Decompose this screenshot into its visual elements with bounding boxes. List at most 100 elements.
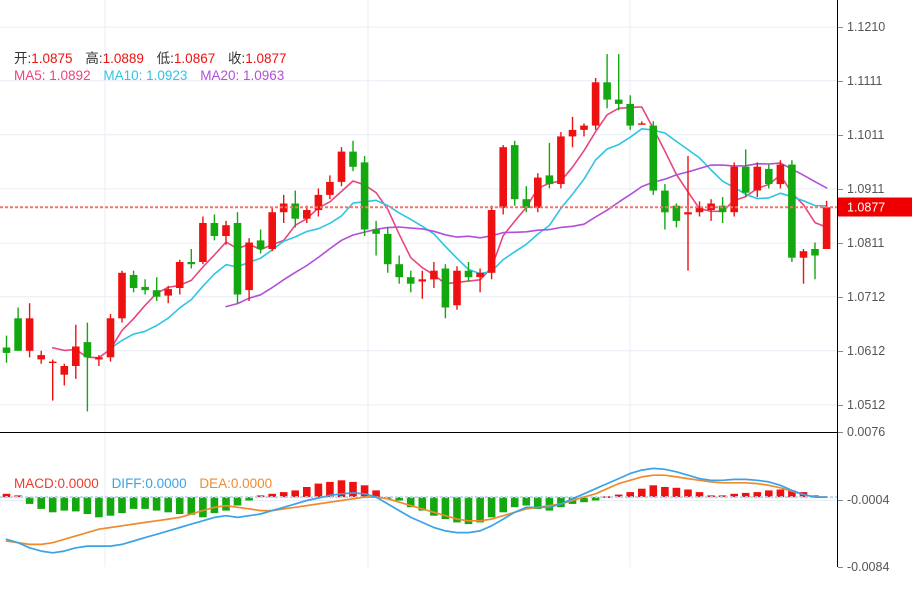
candle bbox=[741, 149, 750, 198]
candle bbox=[441, 264, 450, 319]
candle bbox=[591, 78, 600, 130]
candle bbox=[175, 259, 184, 295]
candle bbox=[141, 279, 149, 295]
price-axis-label: 1.0712 bbox=[847, 289, 886, 304]
macd-bar bbox=[672, 487, 681, 498]
candle bbox=[568, 116, 577, 148]
candlestick-svg bbox=[0, 0, 837, 432]
price-axis-label: 1.0512 bbox=[847, 397, 886, 412]
macd-bar bbox=[187, 497, 196, 515]
candle bbox=[383, 227, 392, 273]
candle bbox=[799, 249, 808, 284]
candle bbox=[2, 335, 11, 363]
price-axis-tick bbox=[838, 404, 843, 406]
price-axis-label: 1.1011 bbox=[847, 127, 885, 142]
macd-axis-tick bbox=[838, 432, 843, 433]
macd-bar bbox=[580, 497, 588, 503]
macd-bar bbox=[245, 497, 253, 501]
macd-bar bbox=[695, 492, 704, 498]
candle bbox=[268, 207, 276, 252]
price-axis-tick bbox=[838, 243, 843, 245]
price-axis-tick bbox=[838, 80, 843, 82]
macd-bar bbox=[326, 481, 334, 498]
candle bbox=[314, 188, 323, 217]
ma-line-20 bbox=[225, 162, 828, 308]
macd-bar bbox=[406, 497, 415, 508]
price-axis-tick bbox=[838, 134, 843, 136]
candle bbox=[753, 162, 762, 198]
candle bbox=[349, 140, 357, 172]
candle bbox=[83, 322, 92, 412]
candle bbox=[372, 220, 380, 256]
candle bbox=[303, 205, 311, 223]
candle bbox=[718, 197, 727, 223]
macd-svg bbox=[0, 433, 837, 567]
candle bbox=[118, 270, 126, 323]
macd-bar bbox=[626, 492, 634, 498]
macd-bar bbox=[303, 487, 311, 498]
macd-bar bbox=[649, 485, 658, 498]
candle bbox=[199, 216, 207, 265]
macd-bar bbox=[661, 487, 669, 498]
current-price-badge: 1.0877 bbox=[838, 197, 912, 217]
macd-bar bbox=[499, 497, 507, 513]
diff-line bbox=[5, 467, 828, 554]
candle bbox=[476, 268, 484, 293]
candle bbox=[695, 201, 704, 217]
price-axis-tick bbox=[838, 350, 843, 352]
macd-bar bbox=[83, 497, 92, 514]
candle bbox=[649, 121, 658, 195]
macd-bar bbox=[141, 497, 149, 509]
candle bbox=[638, 121, 646, 125]
macd-bar bbox=[730, 493, 738, 498]
macd-bar bbox=[349, 481, 357, 498]
price-axis: 1.1210 1.1111 1.1011 1.0911 1.0811 1.0712 1.06… bbox=[838, 0, 912, 574]
candlestick-plot[interactable] bbox=[0, 0, 838, 432]
candle bbox=[48, 359, 57, 401]
candle bbox=[406, 270, 415, 293]
price-axis-tick bbox=[838, 296, 843, 298]
candle bbox=[557, 132, 565, 189]
candle bbox=[534, 173, 542, 213]
macd-axis-label: -0.0084 bbox=[847, 560, 890, 574]
macd-bar bbox=[395, 497, 403, 501]
candle bbox=[25, 303, 34, 358]
candle bbox=[580, 123, 588, 137]
macd-bar bbox=[557, 497, 565, 508]
candle bbox=[164, 285, 172, 304]
candle bbox=[245, 238, 253, 301]
macd-bar bbox=[164, 497, 172, 513]
macd-axis-label: -0.0004 bbox=[847, 492, 890, 507]
macd-bar bbox=[476, 497, 484, 523]
candle bbox=[37, 350, 45, 364]
macd-bar bbox=[279, 492, 288, 498]
macd-bar bbox=[372, 490, 380, 498]
candle bbox=[256, 229, 265, 254]
macd-bar bbox=[268, 493, 276, 498]
macd-bar bbox=[614, 494, 623, 498]
macd-bar bbox=[522, 497, 531, 506]
macd-bar bbox=[199, 497, 207, 518]
macd-bar bbox=[441, 497, 450, 519]
candle bbox=[730, 162, 738, 217]
candle bbox=[233, 212, 242, 304]
candle bbox=[279, 194, 288, 223]
candle bbox=[661, 184, 669, 230]
candle bbox=[614, 54, 623, 111]
macd-bar bbox=[129, 497, 138, 509]
candle bbox=[545, 142, 554, 189]
macd-bar bbox=[95, 497, 103, 518]
candle bbox=[788, 160, 796, 262]
macd-bar bbox=[591, 497, 600, 501]
macd-bar bbox=[534, 497, 542, 509]
macd-bar bbox=[510, 497, 519, 508]
macd-bar bbox=[684, 489, 692, 498]
candle bbox=[776, 160, 785, 189]
candle bbox=[14, 307, 22, 351]
price-axis-label: 1.0612 bbox=[847, 343, 886, 358]
price-axis-tick bbox=[838, 188, 843, 190]
macd-plot[interactable] bbox=[0, 432, 838, 567]
macd-bar bbox=[360, 485, 369, 498]
macd-bar bbox=[776, 489, 785, 498]
macd-bar bbox=[72, 497, 80, 512]
